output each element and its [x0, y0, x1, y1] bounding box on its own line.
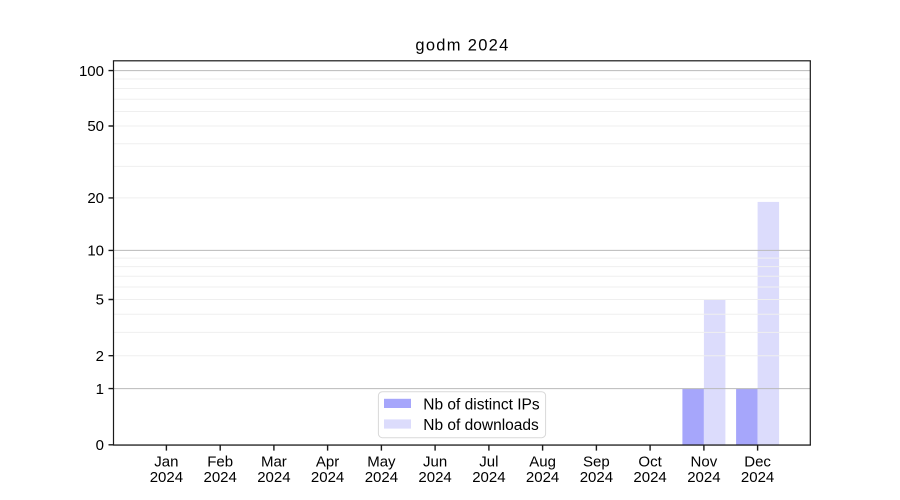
- svg-text:2024: 2024: [526, 469, 559, 486]
- svg-text:Jan: Jan: [154, 453, 178, 470]
- svg-text:Feb: Feb: [207, 453, 233, 470]
- svg-text:Aug: Aug: [529, 453, 556, 470]
- svg-text:2024: 2024: [311, 469, 344, 486]
- svg-text:5: 5: [96, 292, 104, 309]
- svg-text:Jun: Jun: [423, 453, 447, 470]
- svg-text:100: 100: [79, 63, 104, 80]
- svg-text:godm 2024: godm 2024: [415, 37, 509, 55]
- svg-text:10: 10: [87, 243, 104, 260]
- svg-text:2: 2: [96, 348, 104, 365]
- svg-text:2024: 2024: [580, 469, 613, 486]
- svg-text:2024: 2024: [150, 469, 183, 486]
- svg-text:May: May: [367, 453, 396, 470]
- svg-text:0: 0: [96, 437, 104, 454]
- svg-text:2024: 2024: [741, 469, 774, 486]
- svg-text:Nov: Nov: [691, 453, 718, 470]
- svg-text:2024: 2024: [472, 469, 505, 486]
- svg-text:Nb of downloads: Nb of downloads: [423, 417, 539, 434]
- svg-text:2024: 2024: [633, 469, 666, 486]
- svg-text:Apr: Apr: [316, 453, 339, 470]
- svg-text:1: 1: [96, 381, 104, 398]
- svg-text:2024: 2024: [257, 469, 290, 486]
- svg-text:Mar: Mar: [261, 453, 287, 470]
- svg-text:2024: 2024: [418, 469, 451, 486]
- svg-text:2024: 2024: [204, 469, 237, 486]
- svg-text:50: 50: [87, 118, 104, 135]
- svg-text:Nb of distinct IPs: Nb of distinct IPs: [423, 396, 540, 413]
- svg-text:Sep: Sep: [583, 453, 610, 470]
- svg-text:20: 20: [87, 190, 104, 207]
- svg-text:Jul: Jul: [479, 453, 498, 470]
- svg-text:2024: 2024: [687, 469, 720, 486]
- svg-text:2024: 2024: [365, 469, 398, 486]
- svg-text:Dec: Dec: [744, 453, 771, 470]
- svg-text:Oct: Oct: [638, 453, 662, 470]
